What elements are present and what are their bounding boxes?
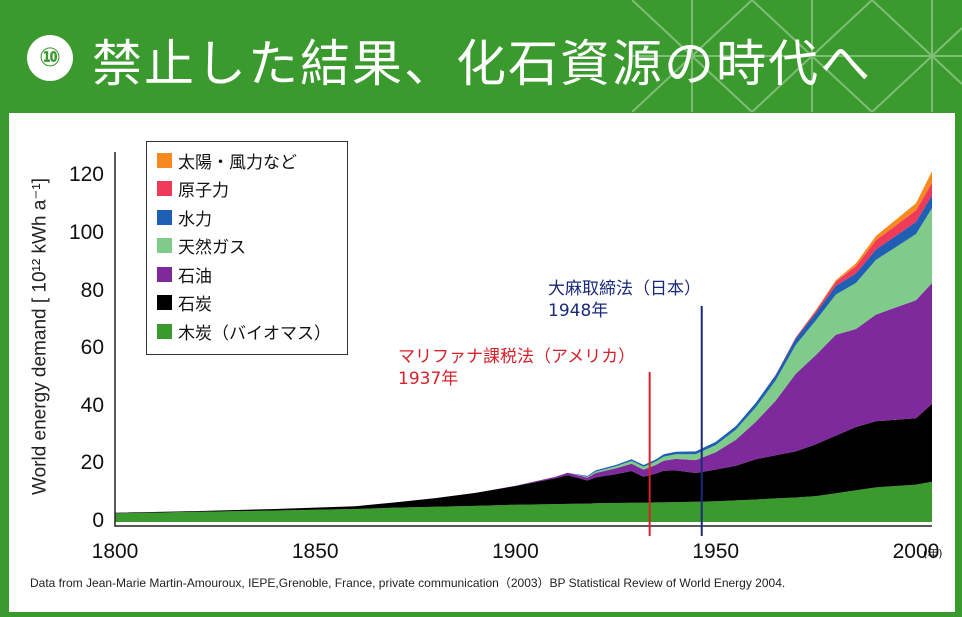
- y-tick-label: 80: [80, 278, 104, 302]
- annotation-label-1: 大麻取締法（日本） 1948年: [548, 278, 701, 322]
- x-tick-label: 1800: [91, 540, 139, 563]
- area-series-4: [115, 195, 932, 513]
- x-axis-unit: (年): [923, 547, 943, 560]
- section-number-badge: ⑩: [27, 35, 73, 81]
- asanoha-pattern: [632, 0, 962, 112]
- axis-lines: [114, 152, 932, 527]
- area-series-0: [115, 481, 932, 522]
- legend-label: 原子力: [178, 181, 229, 201]
- annotation-law-name: 大麻取締法（日本）: [548, 279, 701, 299]
- legend-swatch: [157, 152, 172, 168]
- legend-swatch: [157, 181, 172, 196]
- legend-label: 石油: [178, 266, 212, 287]
- annotation-label-0: マリファナ課税法（アメリカ） 1937年: [398, 346, 635, 390]
- legend-label: 水力: [178, 209, 212, 230]
- legend-item: 天然ガス: [157, 236, 246, 258]
- x-tick-label: 1900: [492, 540, 539, 563]
- legend-item: 石炭: [157, 293, 212, 315]
- x-tick-label: 1950: [692, 540, 740, 563]
- legend-item: 太陽・風力など: [157, 150, 297, 173]
- legend-item: 原子力: [157, 179, 229, 201]
- legend-swatch: [157, 266, 172, 282]
- header-banner: ⑩ 禁止した結果、化石資源の時代へ: [0, 0, 962, 112]
- legend-swatch: [157, 209, 172, 225]
- x-tick-label: 1850: [291, 540, 339, 563]
- legend-label: 天然ガス: [178, 238, 246, 258]
- y-tick-label: 20: [80, 451, 104, 475]
- annotation-law-name: マリファナ課税法（アメリカ）: [398, 347, 636, 367]
- source-note: Data from Jean-Marie Martin-Amouroux, IE…: [30, 576, 786, 590]
- legend-item: 木炭（バイオマス）: [157, 321, 331, 344]
- legend-item: 水力: [157, 207, 212, 230]
- legend-swatch: [157, 323, 172, 339]
- legend-label: 木炭（バイオマス）: [178, 323, 331, 344]
- legend-item: 石油: [157, 264, 212, 287]
- y-tick-label: 60: [80, 336, 104, 360]
- chart-legend: 太陽・風力など 原子力水力天然ガス石油石炭木炭（バイオマス）: [146, 141, 348, 355]
- area-series-3: [115, 208, 932, 513]
- area-series-2: [115, 283, 932, 513]
- y-tick-label: 0: [92, 509, 104, 532]
- y-tick-label: 100: [68, 221, 104, 244]
- annotation-year: 1948年: [548, 301, 609, 321]
- legend-swatch: [157, 238, 172, 253]
- legend-swatch: [157, 295, 172, 310]
- x-tick-label: 2000: [892, 540, 940, 563]
- y-tick-label: 40: [80, 393, 104, 417]
- legend-label: 石炭: [178, 295, 212, 315]
- page-title: 禁止した結果、化石資源の時代へ: [92, 35, 872, 93]
- area-series-1: [115, 403, 932, 514]
- y-tick-label: 120: [68, 163, 104, 187]
- annotation-year: 1937年: [398, 369, 459, 389]
- legend-label: 太陽・風力など: [178, 152, 297, 173]
